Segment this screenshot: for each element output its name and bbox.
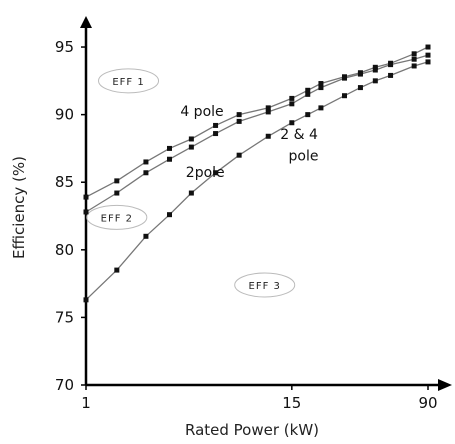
data-point	[357, 71, 363, 77]
data-point	[188, 136, 194, 142]
data-point	[236, 152, 242, 158]
data-point	[188, 144, 194, 150]
data-point	[289, 95, 295, 101]
efficiency-class-label: EFF 3	[234, 272, 296, 298]
region-ellipse	[98, 68, 160, 94]
data-point	[411, 63, 417, 69]
data-point	[114, 178, 120, 184]
data-point	[143, 170, 149, 176]
data-point	[372, 67, 378, 73]
data-point	[83, 297, 89, 303]
efficiency-class-label: EFF 1	[98, 68, 160, 94]
series-annotation: 2pole	[186, 165, 225, 181]
x-axis-title: Rated Power (kW)	[185, 421, 319, 439]
data-point	[425, 59, 431, 65]
y-tick-label: 80	[55, 241, 74, 259]
data-point	[305, 91, 311, 97]
data-point	[265, 133, 271, 139]
data-point	[213, 131, 219, 137]
data-point	[236, 112, 242, 118]
series-markers	[83, 44, 431, 303]
region-label: EFF 1	[112, 77, 144, 88]
data-point	[83, 209, 89, 215]
data-point	[411, 56, 417, 62]
data-point	[166, 145, 172, 151]
axes	[80, 16, 452, 391]
y-tick-label: 95	[55, 38, 74, 56]
region-label: EFF 3	[249, 281, 281, 292]
data-point	[342, 75, 348, 81]
data-point	[411, 51, 417, 57]
data-point	[388, 72, 394, 78]
data-point	[166, 212, 172, 218]
data-point	[318, 81, 324, 87]
series-annotation: 2 & 4	[280, 127, 318, 143]
data-point	[265, 109, 271, 115]
data-point	[236, 118, 242, 124]
x-axis-arrow	[438, 379, 452, 391]
data-point	[83, 194, 89, 200]
series-annotation: pole	[289, 149, 319, 165]
y-axis-title: Efficiency (%)	[10, 156, 28, 259]
x-tick-label: 15	[282, 394, 301, 412]
data-point	[114, 267, 120, 273]
data-point	[372, 78, 378, 84]
series-line	[85, 61, 429, 301]
data-point	[265, 105, 271, 111]
region-ellipse	[234, 272, 296, 298]
region-ellipse	[86, 204, 148, 230]
y-tick-label: 85	[55, 173, 74, 191]
data-point	[425, 52, 431, 58]
data-point	[305, 87, 311, 93]
y-axis-arrow	[80, 16, 92, 28]
data-point	[388, 62, 394, 68]
efficiency-class-label: EFF 2	[86, 204, 148, 230]
data-point	[143, 233, 149, 239]
data-point	[213, 122, 219, 128]
series-annotations: 4 pole 2pole 2 & 4 pole	[180, 104, 318, 181]
data-point	[289, 120, 295, 126]
data-point	[166, 156, 172, 162]
efficiency-class-regions: EFF 1 EFF 2 EFF 3	[86, 68, 296, 298]
y-tick-label: 70	[55, 376, 74, 394]
data-point	[372, 64, 378, 70]
y-tick-label: 90	[55, 106, 74, 124]
y-tick-label: 75	[55, 308, 74, 326]
data-point	[342, 93, 348, 99]
x-tick-label: 1	[81, 394, 91, 412]
data-point	[318, 105, 324, 111]
data-point	[143, 159, 149, 165]
data-point	[114, 190, 120, 196]
x-tick-label: 90	[418, 394, 437, 412]
data-point	[188, 190, 194, 196]
data-point	[357, 85, 363, 91]
series-annotation: 4 pole	[180, 104, 223, 120]
data-point	[213, 170, 219, 176]
data-point	[289, 101, 295, 107]
region-label: EFF 2	[101, 213, 133, 224]
tick-labels: 70 75 80 85 90 95 1 15 90	[55, 38, 438, 412]
data-point	[318, 85, 324, 91]
data-point	[305, 112, 311, 118]
data-point	[425, 44, 431, 50]
